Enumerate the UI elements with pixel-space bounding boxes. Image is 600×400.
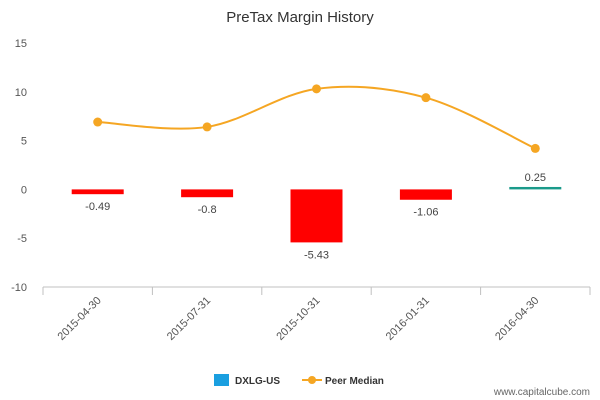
bar[interactable] [509, 186, 562, 190]
peer-median-series [93, 84, 540, 153]
bar-data-label: -5.43 [304, 249, 329, 261]
chart-title: PreTax Margin History [226, 9, 374, 26]
x-tick-label: 2015-07-31 [165, 295, 213, 343]
peer-median-point[interactable] [202, 122, 212, 132]
y-tick-label: 10 [15, 87, 27, 99]
legend-label-peer-median[interactable]: Peer Median [325, 376, 384, 387]
peer-median-point[interactable] [93, 117, 103, 127]
x-axis-ticks: 2015-04-30 2015-07-31 2015-10-31 2016-01-31… [56, 295, 542, 343]
axes [42, 286, 591, 295]
bar[interactable] [71, 189, 124, 195]
peer-median-point[interactable] [421, 93, 431, 103]
bar[interactable] [181, 189, 234, 198]
y-tick-label: 15 [15, 38, 27, 50]
peer-median-point[interactable] [530, 143, 540, 153]
y-tick-label: -5 [17, 233, 27, 245]
x-tick-label: 2015-10-31 [274, 295, 322, 343]
y-tick-label: -10 [11, 282, 27, 294]
legend: DXLG-US Peer Median [214, 374, 384, 387]
peer-median-line [97, 85, 536, 150]
y-tick-label: 5 [21, 136, 27, 148]
source-footer: www.capitalcube.com [493, 387, 590, 398]
bar-data-label: 0.25 [525, 172, 546, 184]
y-tick-label: 0 [21, 184, 27, 196]
bar-data-label: -0.8 [198, 204, 217, 216]
bar-series [71, 186, 562, 243]
y-axis-ticks: -10 -5 0 5 10 15 [11, 38, 27, 294]
legend-marker-peer [308, 376, 316, 384]
legend-swatch-dxlg [214, 374, 229, 386]
bar[interactable] [290, 189, 343, 243]
x-tick-label: 2016-04-30 [493, 295, 541, 343]
legend-label-dxlg[interactable]: DXLG-US [235, 376, 280, 387]
x-tick-label: 2015-04-30 [56, 295, 104, 343]
x-tick-label: 2016-01-31 [384, 295, 432, 343]
bar[interactable] [399, 189, 452, 200]
bar-data-labels: -0.49 -0.8 -5.43 -1.06 0.25 [85, 172, 546, 261]
peer-median-point[interactable] [312, 84, 321, 94]
bar-data-label: -0.49 [85, 201, 110, 213]
bar-data-label: -1.06 [413, 207, 438, 219]
